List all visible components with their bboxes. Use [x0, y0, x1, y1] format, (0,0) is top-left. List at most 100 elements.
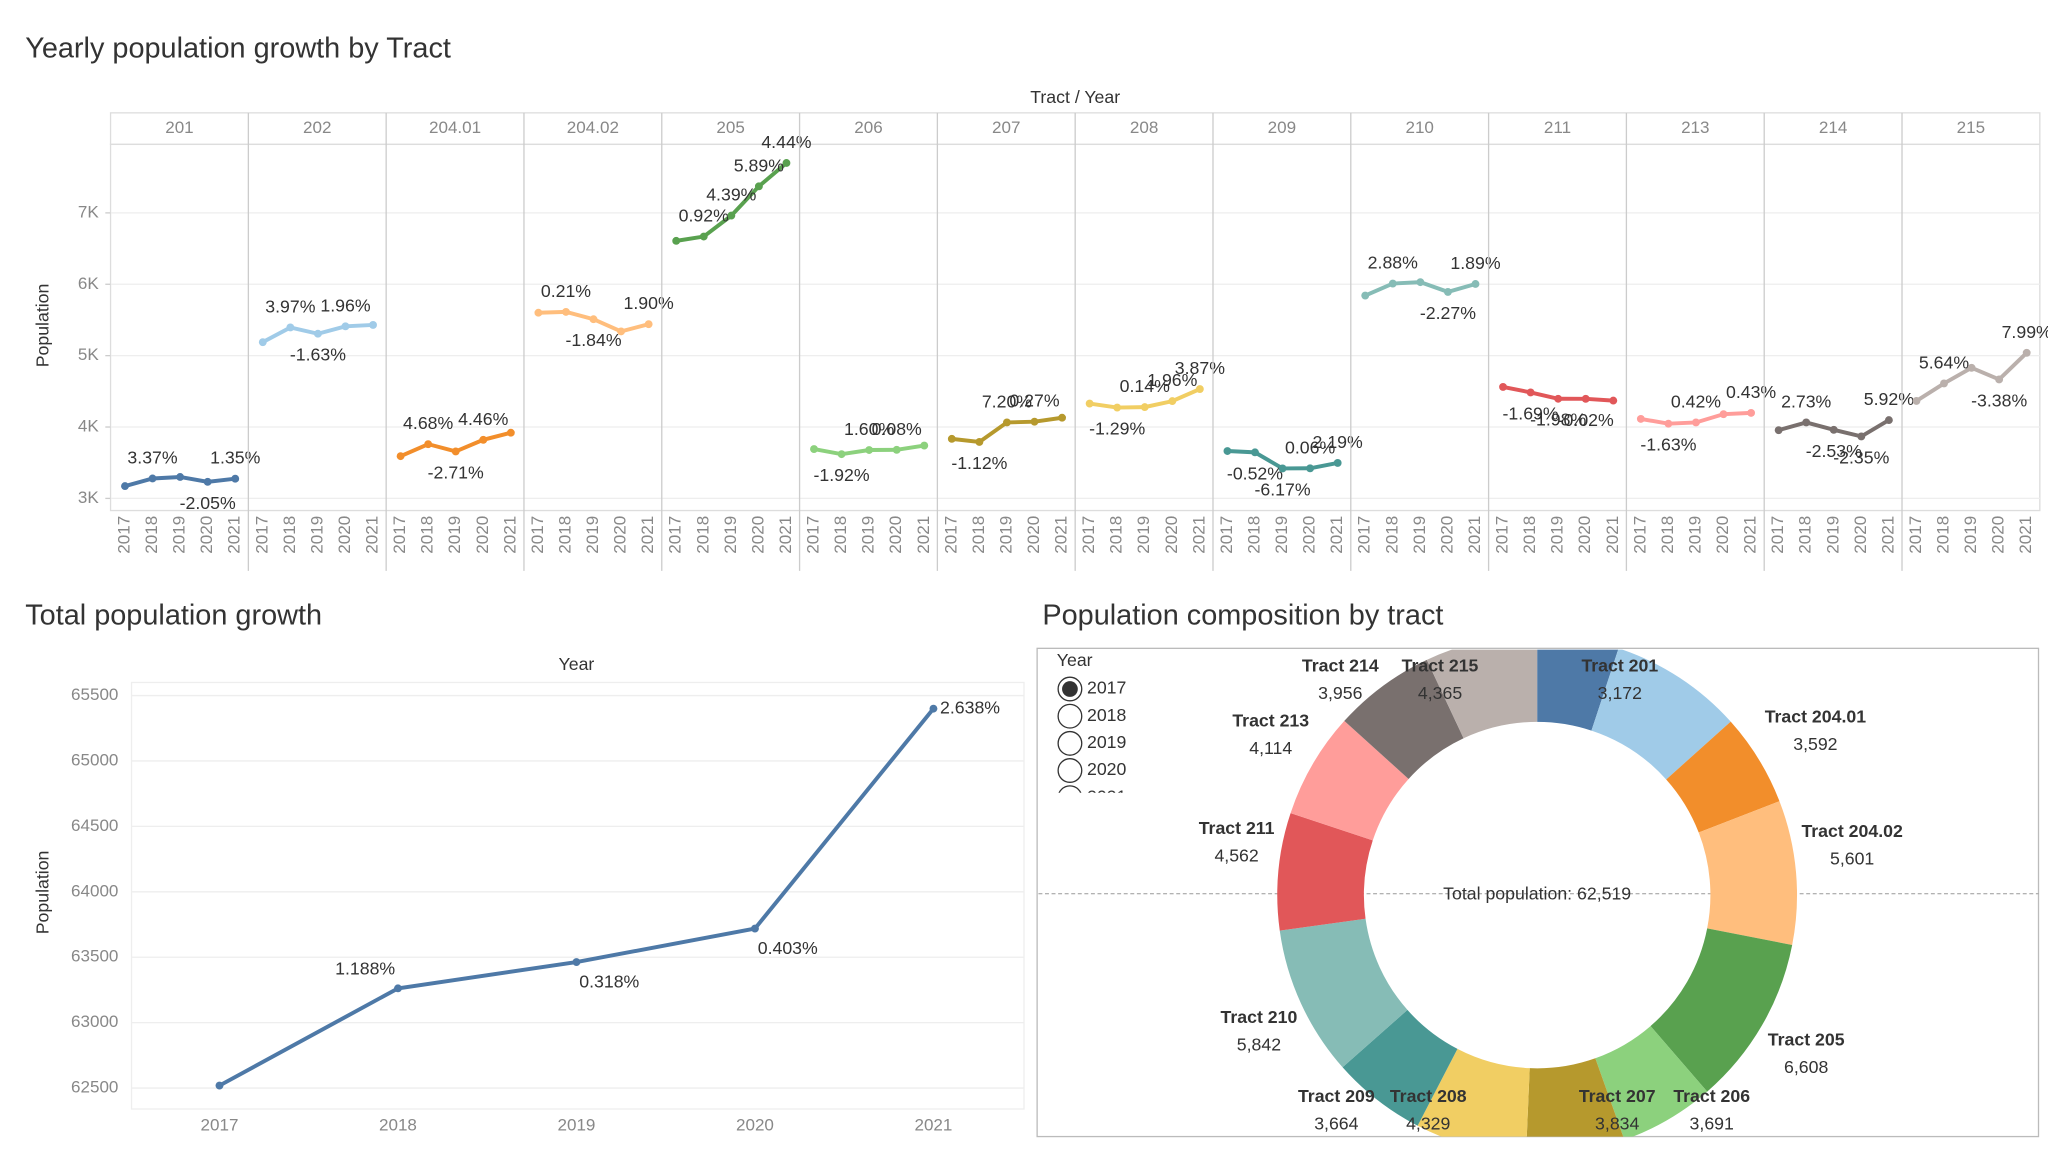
- point-label: 3.37%: [127, 447, 177, 467]
- donut-segment: [1279, 918, 1408, 1068]
- radio-label[interactable]: 2021: [1087, 786, 1126, 806]
- point: [369, 321, 377, 329]
- donut-segment: [1666, 721, 1780, 833]
- radio-label[interactable]: 2019: [1087, 732, 1126, 752]
- point: [572, 958, 581, 967]
- point-label: -1.12%: [951, 453, 1007, 473]
- x-tick-label: 2019: [1548, 516, 1567, 554]
- point: [479, 435, 488, 444]
- point: [751, 924, 759, 933]
- y-tick-label: 65000: [71, 750, 118, 769]
- radio-button[interactable]: [1057, 758, 1083, 783]
- point-label: -6.17%: [1255, 479, 1311, 499]
- point-label: 2.638%: [940, 697, 1000, 717]
- point: [1802, 418, 1811, 427]
- point-label: 4.68%: [403, 413, 453, 433]
- point: [1058, 413, 1066, 422]
- donut-segment: [1417, 1048, 1530, 1137]
- point: [1140, 403, 1149, 412]
- point: [617, 327, 626, 336]
- point: [837, 450, 846, 459]
- x-tick-label: 2017: [1768, 516, 1787, 554]
- x-tick-label: 2021: [2016, 516, 2035, 554]
- point: [1223, 447, 1232, 455]
- radio-button[interactable]: [1057, 703, 1083, 729]
- point-label: -1.98%: [1530, 410, 1586, 430]
- slice-value: 4,562: [1214, 846, 1258, 866]
- radio-button[interactable]: [1057, 730, 1083, 756]
- point-label: -1.63%: [290, 345, 346, 365]
- point: [562, 307, 570, 316]
- panel-header: 205: [716, 118, 744, 137]
- point: [1443, 287, 1452, 296]
- x-tick-label: 2017: [390, 516, 409, 554]
- point-label: 0.14%: [1120, 376, 1170, 396]
- donut-segment: [1591, 649, 1731, 780]
- point-label: 1.60%: [844, 419, 894, 439]
- point-label: 1.96%: [1147, 370, 1197, 390]
- x-tick-label: 2021: [638, 516, 657, 554]
- point: [534, 308, 543, 317]
- x-tick-label: 2020: [736, 1116, 774, 1135]
- x-tick-label: 2021: [914, 516, 933, 554]
- legend-options: 2017 2018 2019 2020 2021: [1057, 676, 1127, 810]
- x-tick-label: 2018: [280, 516, 299, 554]
- point-label: -2.71%: [428, 462, 484, 482]
- point-label: 4.39%: [706, 185, 756, 205]
- slice-value: 3,664: [1314, 1113, 1358, 1133]
- point: [313, 329, 322, 338]
- radio-button[interactable]: [1058, 785, 1082, 810]
- panel-header: 210: [1405, 118, 1433, 137]
- point-label: 0.42%: [1671, 391, 1721, 411]
- radio-label[interactable]: 2018: [1087, 705, 1127, 725]
- point-label: 1.188%: [335, 959, 395, 979]
- x-tick-label: 2019: [1410, 516, 1429, 554]
- x-tick-label: 2019: [445, 516, 464, 554]
- x-tick-label: 2018: [1796, 516, 1815, 554]
- point-label: 2.73%: [1781, 391, 1831, 411]
- point: [506, 428, 515, 437]
- point: [1030, 417, 1039, 426]
- point-label: 0.403%: [758, 938, 818, 958]
- point: [1499, 382, 1507, 391]
- panel-header: 214: [1819, 118, 1847, 137]
- point: [1306, 464, 1315, 473]
- point: [2022, 348, 2031, 357]
- point: [1747, 408, 1756, 417]
- x-tick-label: 2021: [1327, 516, 1346, 554]
- point: [754, 182, 763, 191]
- slice-label: Tract 213: [1232, 711, 1309, 731]
- x-tick-label: 2021: [500, 516, 519, 554]
- slice-value: 4,114: [1249, 738, 1292, 758]
- x-tick-label: 2018: [379, 1116, 417, 1135]
- point: [341, 322, 350, 331]
- x-tick-label: 2020: [1300, 516, 1319, 554]
- y-tick-label: 5K: [78, 345, 99, 364]
- point: [810, 445, 818, 454]
- point: [699, 232, 708, 241]
- series-line: [218, 707, 935, 1088]
- point-label: 0.27%: [1009, 391, 1059, 411]
- point-label: -1.29%: [1089, 419, 1145, 439]
- point: [176, 473, 185, 481]
- point-label: 7.20%: [982, 391, 1032, 411]
- point-label: 1.89%: [1450, 253, 1500, 273]
- point: [1636, 414, 1645, 423]
- x-tick-label: 2021: [1603, 516, 1622, 554]
- point: [396, 452, 405, 461]
- point: [1113, 403, 1122, 412]
- point: [1554, 394, 1563, 403]
- point: [424, 440, 433, 449]
- point-label: 2.88%: [1368, 253, 1418, 273]
- point: [727, 211, 736, 220]
- radio-label[interactable]: 2017: [1087, 678, 1126, 698]
- x-tick-label: 2017: [1630, 516, 1649, 554]
- x-tick-label: 2019: [1134, 516, 1153, 554]
- point-label: 0.318%: [579, 972, 639, 992]
- panel-header: 213: [1681, 118, 1709, 137]
- radio-label[interactable]: 2020: [1087, 759, 1127, 779]
- x-tick-label: 2019: [1961, 516, 1980, 554]
- legend-title: Year: [1057, 650, 1093, 670]
- x-tick-label: 2021: [776, 516, 795, 554]
